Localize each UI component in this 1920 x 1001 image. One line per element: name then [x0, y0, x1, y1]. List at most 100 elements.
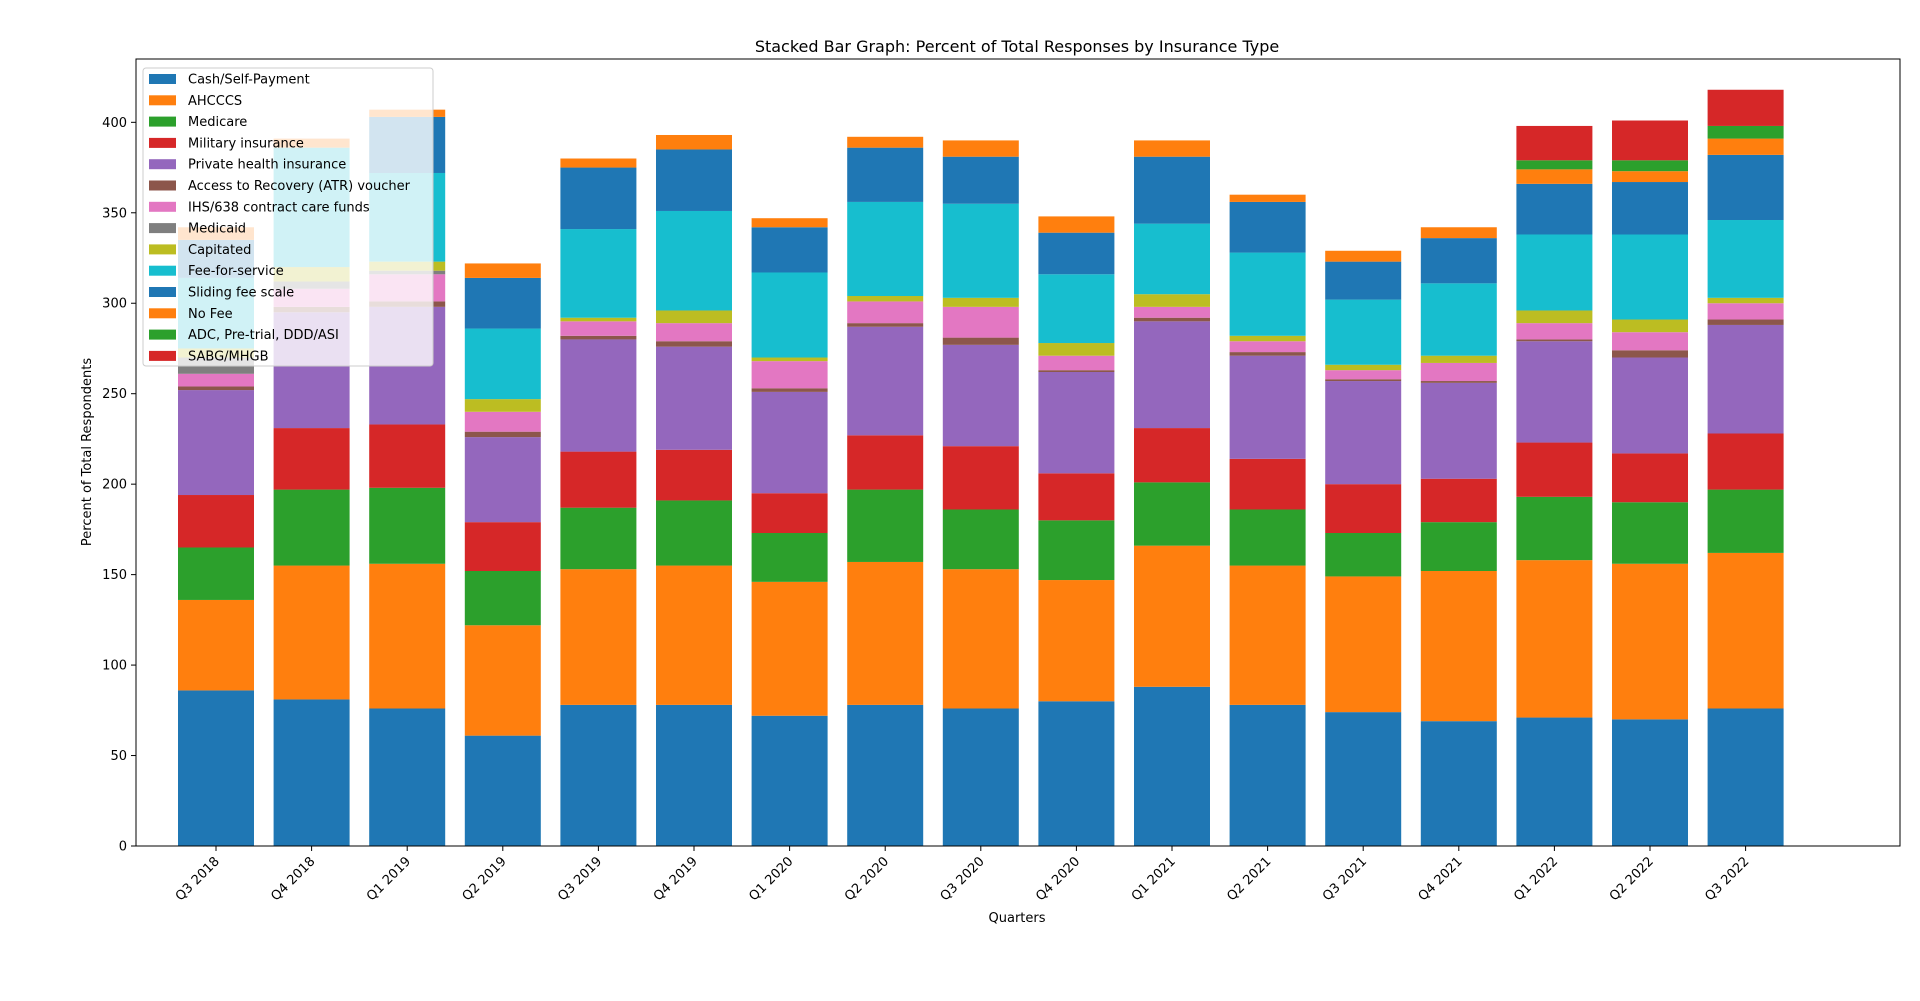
bar-segment-1-5	[560, 704, 637, 846]
y-tick-label-4: 200	[102, 478, 127, 493]
y-axis-label: Percent of Total Respondents	[80, 358, 95, 546]
bar-segment-6-14	[1420, 381, 1497, 383]
bar-segment-11-5	[560, 167, 637, 230]
y-tick-label-5: 250	[102, 387, 127, 402]
bar-segment-12-16	[1612, 171, 1688, 183]
bar-segment-9-5	[560, 317, 637, 322]
legend-label-10: Fee-for-service	[188, 264, 284, 279]
legend-label-5: Private health insurance	[188, 158, 346, 173]
bar-segment-10-13	[1325, 299, 1402, 365]
bar-segment-3-12	[1229, 509, 1306, 566]
bar-segment-12-7	[751, 218, 828, 228]
bar-segment-1-17	[1707, 708, 1784, 846]
bar-segment-11-8	[847, 147, 924, 202]
bar-segment-7-7	[751, 361, 828, 389]
bar-segment-11-10	[1038, 232, 1115, 275]
bar-segment-5-4	[464, 437, 541, 523]
bar-segment-6-8	[847, 323, 924, 327]
legend-swatch-8	[149, 223, 176, 234]
bar-segment-4-15	[1516, 442, 1593, 497]
bar-segment-10-4	[464, 328, 541, 400]
bar-segment-3-1	[178, 547, 254, 600]
legend-swatch-10	[149, 265, 176, 276]
bar-segment-12-12	[1229, 194, 1306, 202]
bar-segment-10-12	[1229, 252, 1306, 336]
legend-box	[142, 67, 434, 367]
bar-segment-1-13	[1325, 712, 1402, 846]
bar-segment-2-9	[942, 569, 1019, 709]
bar-segment-6-12	[1229, 352, 1306, 356]
bar-segment-12-15	[1516, 169, 1593, 184]
x-tick-label-15: Q2 2022	[1607, 854, 1657, 904]
legend-label-12: No Fee	[188, 307, 233, 322]
bar-segment-7-9	[942, 306, 1019, 338]
bar-segment-12-10	[1038, 216, 1115, 233]
bar-segment-11-14	[1420, 238, 1497, 284]
bar-segment-5-12	[1229, 355, 1306, 459]
bar-segment-2-8	[847, 561, 924, 705]
x-tick-label-5: Q4 2019	[651, 854, 701, 904]
bar-segment-1-3	[369, 708, 446, 846]
bar-segment-12-8	[847, 136, 924, 148]
bar-segment-4-12	[1229, 458, 1306, 510]
y-tick-label-7: 350	[102, 206, 127, 221]
legend-label-7: IHS/638 contract care funds	[188, 200, 370, 215]
bar-segment-1-11	[1134, 686, 1210, 846]
bar-segment-7-17	[1707, 303, 1784, 320]
x-tick-label-13: Q4 2021	[1416, 854, 1466, 904]
bar-segment-6-16	[1612, 350, 1688, 358]
bar-segment-7-1	[178, 373, 254, 387]
bar-segment-6-5	[560, 335, 637, 340]
bar-segment-3-14	[1420, 522, 1497, 571]
bar-segment-11-11	[1134, 156, 1210, 224]
x-tick-label-3: Q2 2019	[460, 854, 510, 904]
bar-segment-7-14	[1420, 362, 1497, 382]
legend-label-4: Military insurance	[188, 136, 304, 151]
bar-segment-5-15	[1516, 341, 1593, 443]
bar-segment-3-5	[560, 507, 637, 570]
legend-swatch-1	[149, 74, 176, 84]
x-tick-label-0: Q3 2018	[173, 854, 223, 904]
bar-segment-5-13	[1325, 381, 1402, 485]
legend-swatch-13	[149, 329, 176, 340]
bar-segment-3-3	[369, 487, 446, 564]
bar-segment-3-7	[751, 533, 828, 582]
bar-segment-7-11	[1134, 306, 1210, 318]
bar-segment-1-1	[178, 690, 254, 846]
bar-segment-12-9	[942, 140, 1019, 157]
x-tick-label-10: Q1 2021	[1129, 854, 1179, 904]
bar-segment-11-6	[656, 149, 732, 211]
bar-segment-6-11	[1134, 317, 1210, 322]
bar-segment-13-16	[1612, 160, 1688, 172]
bar-segment-12-17	[1707, 138, 1784, 155]
bar-segment-2-15	[1516, 560, 1593, 718]
bar-segment-1-6	[656, 704, 732, 846]
bar-segment-4-1	[178, 495, 254, 548]
bar-segment-6-10	[1038, 370, 1115, 372]
bar-segment-3-13	[1325, 533, 1402, 577]
bar-segment-1-14	[1420, 721, 1497, 846]
bar-segment-5-10	[1038, 371, 1115, 474]
bar-segment-4-10	[1038, 473, 1115, 521]
y-tick-label-1: 50	[110, 749, 127, 764]
bar-segment-7-5	[560, 321, 637, 336]
bar-segment-2-14	[1420, 571, 1497, 722]
bar-segment-3-15	[1516, 496, 1593, 561]
bar-segment-7-10	[1038, 355, 1115, 371]
y-tick-label-2: 100	[102, 659, 127, 674]
bar-segment-1-4	[464, 735, 541, 846]
bar-segment-14-15	[1516, 125, 1593, 161]
legend-label-8: Medicaid	[188, 222, 246, 237]
legend-swatch-11	[149, 287, 176, 297]
bar-segment-11-13	[1325, 261, 1402, 300]
bar-segment-1-15	[1516, 717, 1593, 846]
bar-segment-5-1	[178, 390, 254, 496]
bar-segment-11-17	[1707, 154, 1784, 221]
legend-label-14: SABG/MHGB	[188, 349, 269, 364]
bar-segment-10-5	[560, 229, 637, 318]
bar-segment-2-3	[369, 563, 446, 709]
bar-segment-11-7	[751, 227, 828, 273]
bar-segment-3-2	[273, 489, 350, 566]
bar-segment-10-10	[1038, 274, 1115, 344]
x-axis-label: Quarters	[989, 911, 1046, 926]
